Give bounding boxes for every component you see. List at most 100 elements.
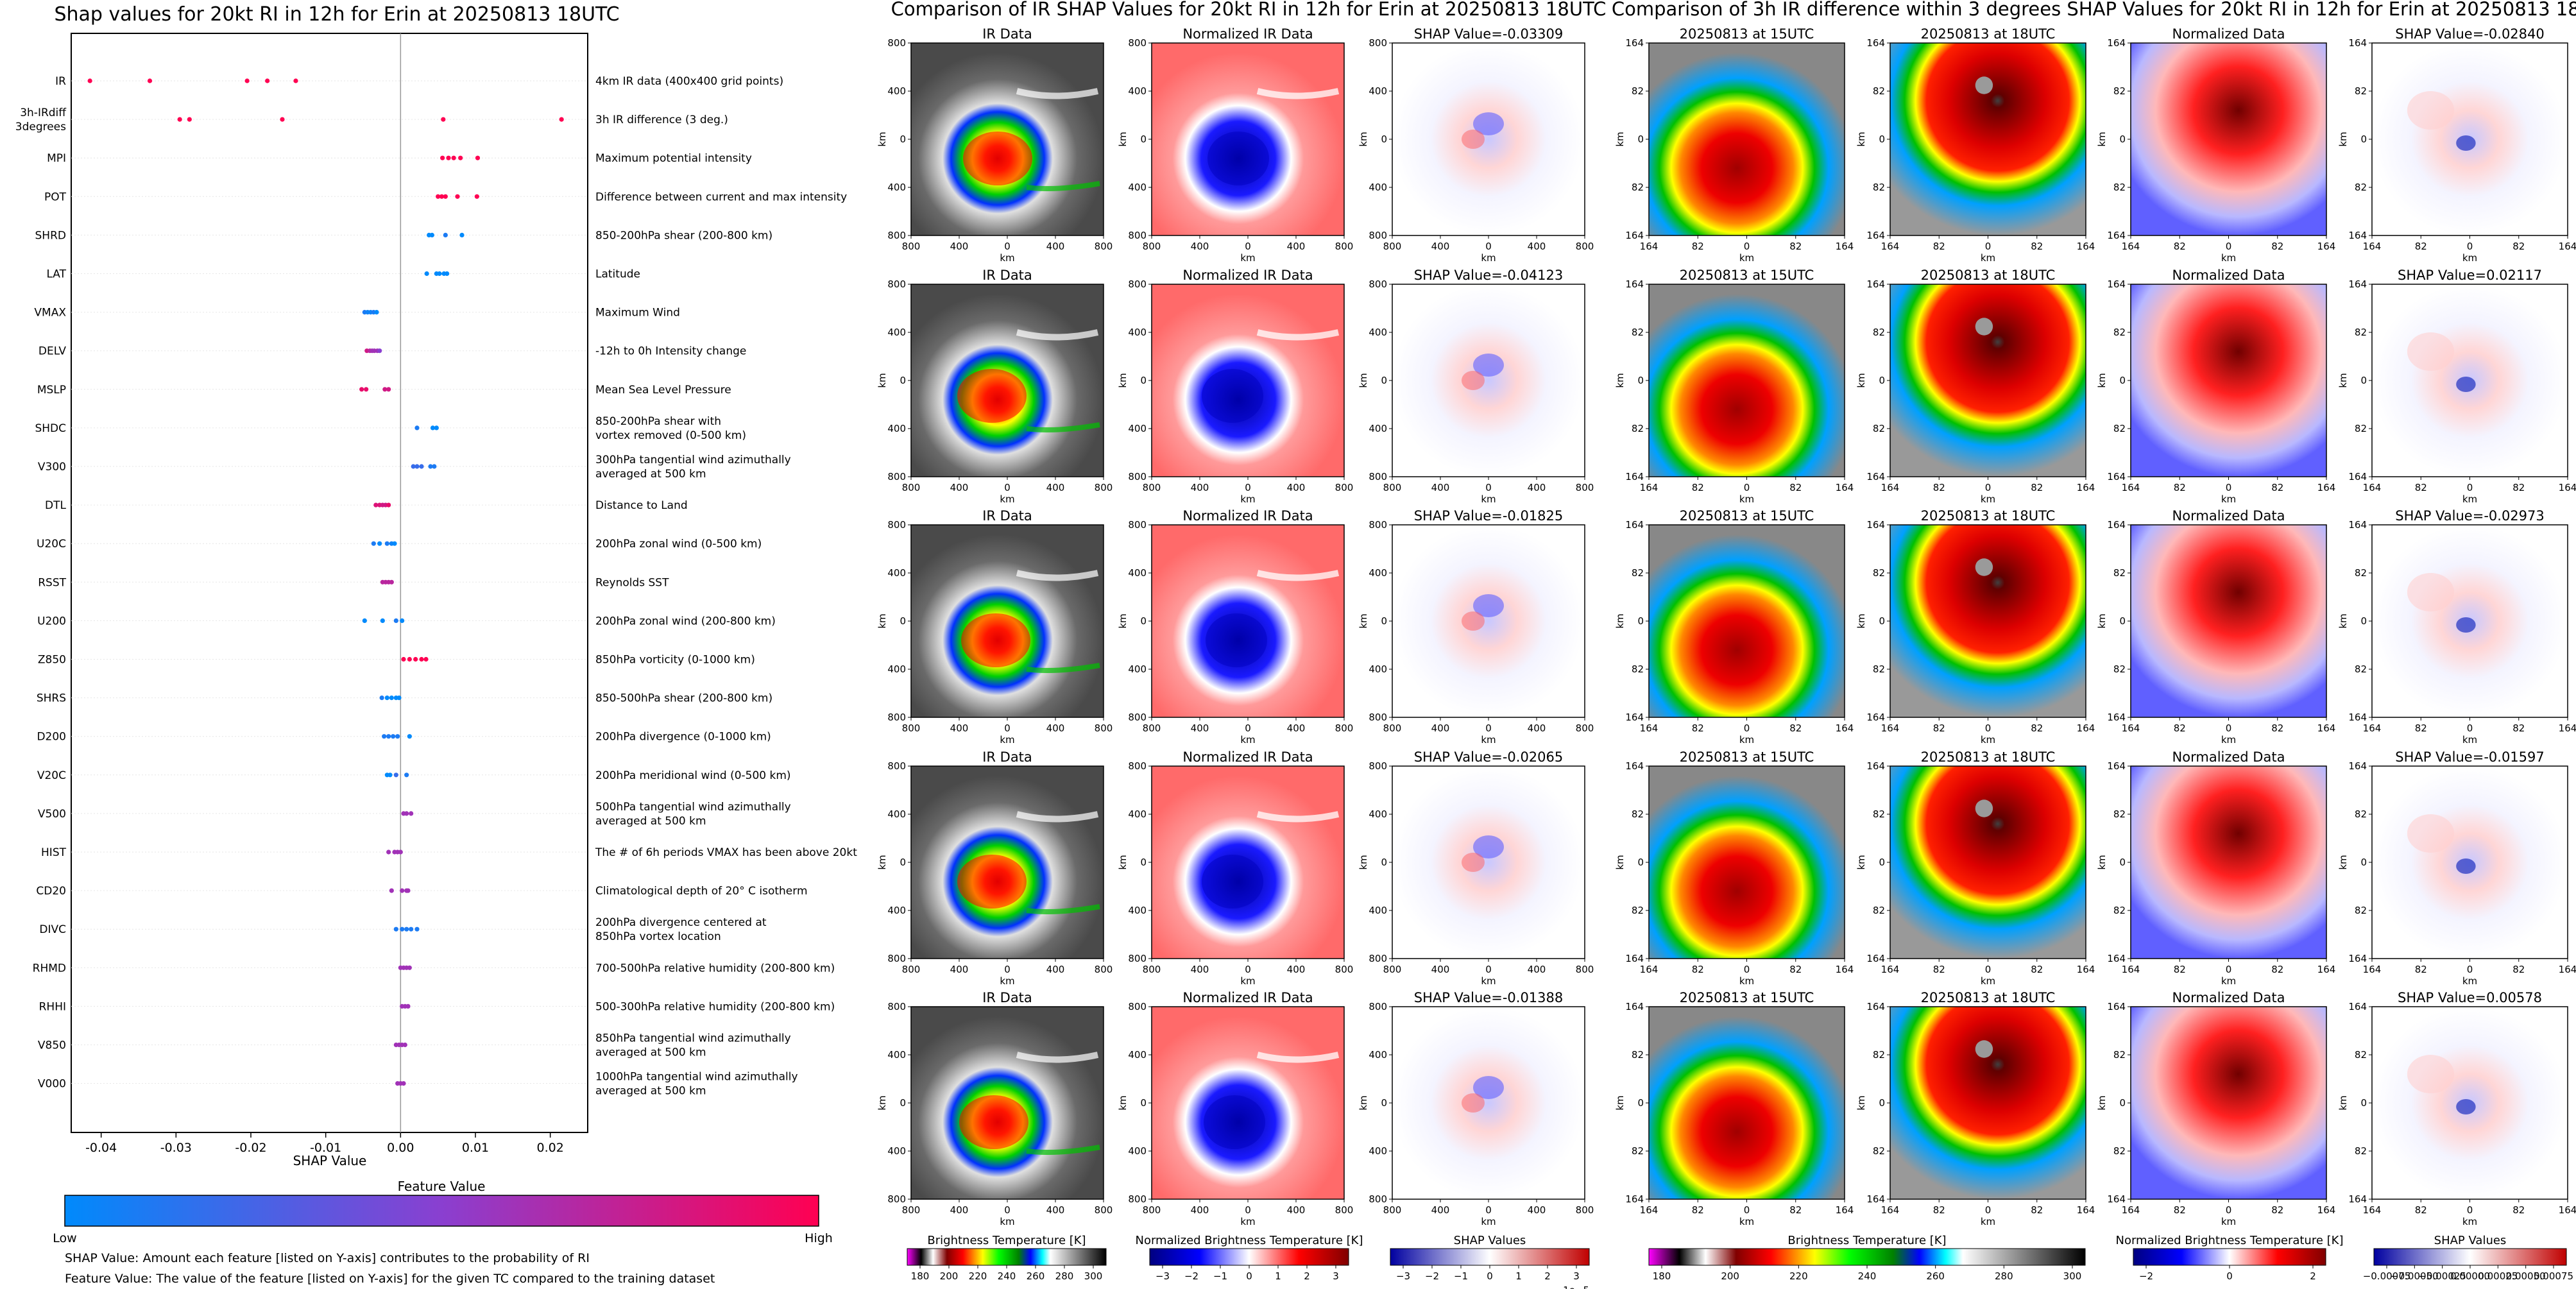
colorbar-label: Brightness Temperature [K] <box>1787 1234 1946 1247</box>
cloud-band <box>1016 88 1099 99</box>
feature-label: V20C <box>37 769 66 782</box>
shap-point <box>413 656 418 662</box>
x-tick-label: 400 <box>1287 1204 1306 1216</box>
x-tick-label: 82 <box>2031 722 2043 734</box>
panel-title: IR Data <box>982 26 1032 42</box>
storm-core <box>959 1095 1028 1149</box>
panel-title: Normalized Data <box>2172 508 2285 524</box>
shap-colorbar: SHAP Values −3 −2 −1 0 1 2 3 1e−5 <box>1390 1234 1590 1289</box>
x-axis-label: km <box>1981 493 1995 505</box>
panel-image <box>1890 43 2086 235</box>
x-tick-label: 0 <box>1985 722 1992 734</box>
x-tick-label: 800 <box>1383 964 1402 975</box>
shap-blob <box>2407 332 2455 371</box>
colorbar-tick-label: 1 <box>1515 1270 1522 1282</box>
x-tick-label: 164 <box>2317 722 2336 734</box>
y-tick-label: 82 <box>1632 905 1644 916</box>
y-tick-label: 82 <box>1873 327 1885 338</box>
x-tick-label: 164 <box>2559 241 2576 252</box>
x-axis-label: km <box>1981 252 1995 264</box>
x-tick-label: 0 <box>1485 964 1492 975</box>
y-tick-label: 164 <box>1625 760 1644 772</box>
y-tick-label: 164 <box>1625 1193 1644 1205</box>
x-tick-label: 82 <box>1789 964 1802 975</box>
storm-core <box>1207 132 1269 185</box>
x-tick-label: 800 <box>1143 241 1161 252</box>
colorbar-strip <box>1648 1248 2086 1266</box>
shap-blob <box>2456 617 2476 633</box>
x-tick-label: 800 <box>1335 482 1354 493</box>
storm-core <box>957 369 1027 423</box>
y-tick-label: 0 <box>1381 615 1387 627</box>
x-tick-label: 0 <box>2467 1204 2473 1216</box>
y-tick-label: 164 <box>2107 953 2126 964</box>
shap-point <box>377 541 382 546</box>
y-tick-label: 164 <box>2348 278 2367 290</box>
y-tick-label: 82 <box>1873 1145 1885 1157</box>
y-tick-label: 164 <box>1866 953 1885 964</box>
shap-point <box>380 618 385 624</box>
x-tick-label: 400 <box>1191 1204 1209 1216</box>
x-tick-label: 800 <box>1095 482 1113 493</box>
y-axis-label: km <box>1855 613 1867 628</box>
colorbar-tick-label: 2 <box>1544 1270 1551 1282</box>
y-tick-label: 82 <box>2355 327 2367 338</box>
x-tick-label: 0.02 <box>537 1141 564 1155</box>
x-tick-label: 800 <box>1576 722 1594 734</box>
x-axis-label: km <box>1981 734 1995 746</box>
y-tick-label: 164 <box>1625 1001 1644 1012</box>
y-tick-label: 400 <box>1128 663 1147 675</box>
colorbar-tick-label: 200 <box>940 1270 959 1282</box>
y-tick-label: 800 <box>1128 471 1147 482</box>
norm-colorbar: Normalized Brightness Temperature [K] −3 −… <box>1136 1234 1363 1282</box>
y-tick-label: 800 <box>887 712 906 723</box>
cloud-band <box>1256 570 1340 581</box>
x-tick-label: 0.00 <box>387 1141 414 1155</box>
colorbar-tick-label: 0 <box>1487 1270 1493 1282</box>
x-tick-label: 0 <box>1245 964 1251 975</box>
colorbar-tick-label: −3 <box>1156 1270 1170 1282</box>
image-panel: Normalized IR Data8008004004000040040080… <box>1128 268 1353 493</box>
y-tick-label: 164 <box>2107 1001 2126 1012</box>
y-tick-label: 800 <box>887 519 906 531</box>
x-tick-label: 400 <box>1046 241 1065 252</box>
y-axis-label: km <box>2337 1095 2349 1110</box>
x-tick-label: 0 <box>2467 482 2473 493</box>
panel-image <box>1649 284 1845 477</box>
x-tick-label: 82 <box>1789 1204 1802 1216</box>
x-axis-label: km <box>1739 1216 1754 1227</box>
shap-summary-chart: Shap values for 20kt RI in 12h for Erin … <box>15 3 857 1286</box>
x-axis-label: km <box>1739 975 1754 987</box>
feature-label: SHRD <box>35 229 66 242</box>
x-tick-label: 400 <box>950 964 969 975</box>
feature-description: 200hPa zonal wind (0-500 km) <box>595 538 762 551</box>
shap-point <box>377 348 382 354</box>
x-tick-label: 400 <box>1191 722 1209 734</box>
x-axis-label: km <box>1981 1216 1995 1227</box>
x-tick-label: 800 <box>1143 1204 1161 1216</box>
y-tick-label: 0 <box>1140 1097 1147 1109</box>
x-tick-label: 400 <box>1191 241 1209 252</box>
y-tick-label: 82 <box>1632 567 1644 579</box>
bt-colorbar: Brightness Temperature [K] 180 200 220 240 26… <box>907 1234 1107 1282</box>
x-tick-label: 82 <box>1692 964 1704 975</box>
y-tick-label: 164 <box>1866 712 1885 723</box>
x-tick-label: 400 <box>1046 1204 1065 1216</box>
panel-title: SHAP Value=-0.04123 <box>1414 268 1564 283</box>
y-tick-label: 400 <box>887 423 906 434</box>
y-tick-label: 0 <box>1879 1097 1885 1109</box>
y-tick-label: 164 <box>2107 519 2126 531</box>
y-tick-label: 400 <box>887 85 906 97</box>
y-tick-label: 800 <box>1128 230 1147 241</box>
shap-point <box>445 271 450 277</box>
storm-eye <box>1975 318 1993 336</box>
y-tick-label: 800 <box>1128 1001 1147 1012</box>
y-tick-label: 0 <box>2119 375 2126 386</box>
feature-label: VMAX <box>34 307 66 320</box>
panel-image <box>1890 1007 2086 1199</box>
